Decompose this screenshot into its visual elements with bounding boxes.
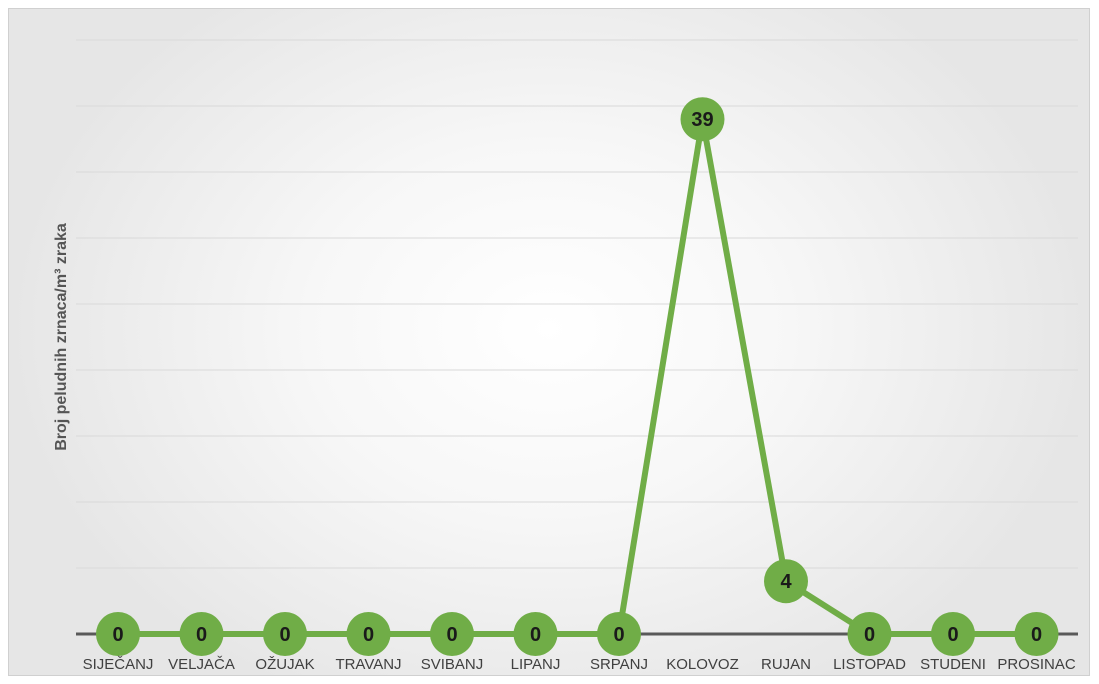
x-tick-label: PROSINAC (997, 656, 1076, 673)
data-label: 0 (864, 624, 875, 646)
data-point-marker (847, 612, 892, 656)
series-line (118, 116, 1037, 637)
x-tick-label: RUJAN (761, 656, 811, 673)
data-label: 0 (112, 624, 123, 646)
data-point-marker (513, 612, 558, 656)
data-point-marker (346, 612, 391, 656)
data-label: 0 (196, 624, 207, 646)
data-point-marker (680, 97, 725, 142)
x-tick-label: OŽUJAK (255, 656, 314, 673)
data-point-marker (597, 612, 641, 656)
data-point-marker (179, 612, 224, 656)
x-tick-label: STUDENI (920, 656, 986, 673)
data-point-marker (931, 612, 975, 656)
x-tick-label: SRPANJ (590, 656, 648, 673)
data-label: 0 (1031, 624, 1042, 646)
data-label: 0 (363, 624, 374, 646)
x-tick-label: SVIBANJ (421, 656, 484, 673)
data-label: 4 (780, 571, 792, 593)
data-point-marker (1014, 612, 1059, 656)
data-label: 0 (530, 624, 541, 646)
x-tick-label: VELJAČA (168, 656, 235, 673)
x-tick-label: LISTOPAD (833, 656, 906, 673)
x-tick-label: KOLOVOZ (666, 656, 739, 673)
x-tick-label: SIJEČANJ (83, 656, 154, 673)
data-label: 39 (691, 109, 713, 131)
data-point-marker (430, 612, 474, 656)
data-label: 0 (947, 624, 958, 646)
data-label: 0 (613, 624, 624, 646)
data-point-marker (764, 559, 808, 604)
data-point-marker (263, 612, 307, 656)
data-point-marker (96, 612, 140, 656)
data-label: 0 (279, 624, 290, 646)
x-tick-label: TRAVANJ (335, 656, 401, 673)
data-label: 0 (446, 624, 457, 646)
chart-area (8, 8, 1090, 676)
x-tick-label: LIPANJ (511, 656, 561, 673)
